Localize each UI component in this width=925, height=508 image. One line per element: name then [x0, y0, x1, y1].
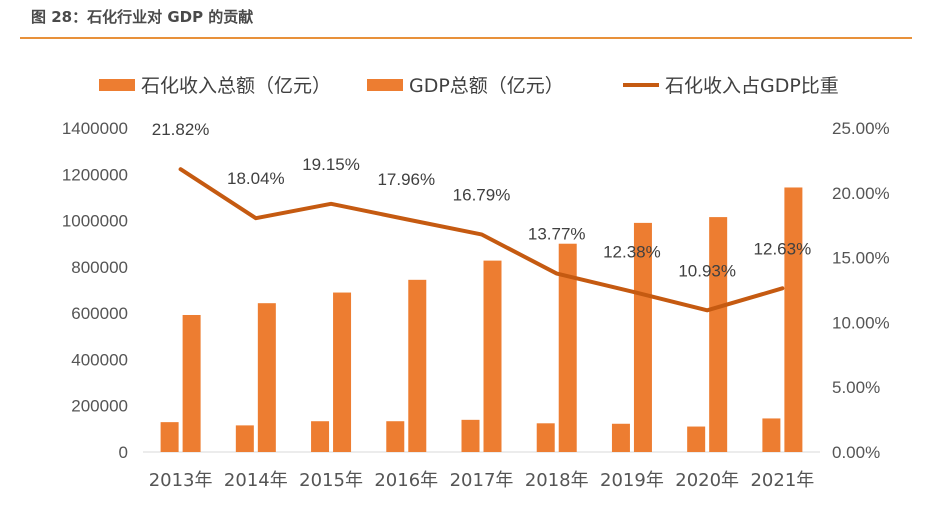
x-tick-label: 2013年	[149, 470, 213, 491]
line-series	[178, 167, 785, 313]
x-tick-label: 2017年	[450, 470, 514, 491]
bar-petrochem-revenue	[160, 422, 179, 452]
bar-petrochem-revenue	[386, 421, 405, 452]
legend-label-1: 石化收入总额（亿元）	[141, 75, 331, 97]
bar-gdp-total	[709, 217, 728, 452]
bar-petrochem-revenue	[311, 421, 330, 452]
right-tick-label: 20.00%	[832, 184, 890, 203]
right-tick-label: 10.00%	[832, 313, 890, 332]
legend-label-3: 石化收入占GDP比重	[665, 75, 839, 97]
left-tick-label: 1200000	[62, 165, 128, 184]
bar-gdp-total	[558, 243, 577, 452]
bar-gdp-total	[483, 260, 502, 452]
share-data-label: 13.77%	[528, 225, 586, 244]
x-tick-label: 2020年	[675, 470, 739, 491]
x-tick-label: 2015年	[299, 470, 363, 491]
data-labels: 21.82% 18.04% 19.15% 17.96% 16.79% 13.77% 12.3…	[152, 120, 811, 280]
bar-petrochem-revenue	[762, 418, 781, 452]
legend-label-2: GDP总额（亿元）	[409, 75, 564, 97]
right-tick-label: 0.00%	[832, 443, 880, 462]
share-data-label: 21.82%	[152, 120, 210, 139]
left-tick-label: 600000	[71, 304, 128, 323]
bar-gdp-total	[633, 222, 652, 452]
x-tick-label: 2019年	[600, 470, 664, 491]
left-axis: 0 200000 400000 600000 800000 1000000 1200000 1…	[62, 119, 128, 462]
x-axis: 2013年 2014年 2015年 2016年 2017年 2018年 2019年 2020年…	[143, 451, 820, 491]
legend-swatch-2	[367, 79, 403, 91]
share-data-label: 18.04%	[227, 169, 285, 188]
bar-gdp-total	[408, 279, 427, 452]
bar-gdp-total	[257, 303, 276, 452]
left-tick-label: 1400000	[62, 119, 128, 138]
bar-petrochem-revenue	[461, 419, 480, 452]
share-data-label: 12.63%	[754, 239, 812, 258]
x-tick-label: 2021年	[750, 470, 814, 491]
legend: 石化收入总额（亿元） GDP总额（亿元） 石化收入占GDP比重	[99, 75, 839, 97]
x-tick-label: 2014年	[224, 470, 288, 491]
right-tick-label: 5.00%	[832, 378, 880, 397]
share-data-label: 12.38%	[603, 243, 661, 262]
x-tick-label: 2016年	[374, 470, 438, 491]
bar-gdp-total	[333, 292, 352, 452]
title-divider	[20, 37, 912, 39]
left-tick-label: 1000000	[62, 212, 128, 231]
x-tick-label: 2018年	[525, 470, 589, 491]
right-axis: 0.00% 5.00% 10.00% 15.00% 20.00% 25.00%	[832, 119, 890, 462]
bar-gdp-total	[182, 314, 201, 452]
figure-title: 图 28：石化行业对 GDP 的贡献	[31, 8, 254, 26]
share-line	[178, 167, 785, 313]
share-data-label: 10.93%	[678, 261, 736, 280]
share-data-label: 17.96%	[377, 170, 435, 189]
share-data-label: 19.15%	[302, 155, 360, 174]
left-tick-label: 200000	[71, 397, 128, 416]
legend-swatch-1	[99, 79, 135, 91]
bar-petrochem-revenue	[611, 423, 630, 452]
left-tick-label: 400000	[71, 350, 128, 369]
bars	[160, 187, 803, 452]
bar-petrochem-revenue	[687, 426, 706, 452]
share-data-label: 16.79%	[453, 185, 511, 204]
bar-petrochem-revenue	[235, 425, 254, 452]
right-tick-label: 25.00%	[832, 119, 890, 138]
bar-petrochem-revenue	[536, 423, 555, 452]
left-tick-label: 0	[119, 443, 128, 462]
right-tick-label: 15.00%	[832, 249, 890, 268]
left-tick-label: 800000	[71, 258, 128, 277]
bar-gdp-total	[784, 187, 803, 452]
